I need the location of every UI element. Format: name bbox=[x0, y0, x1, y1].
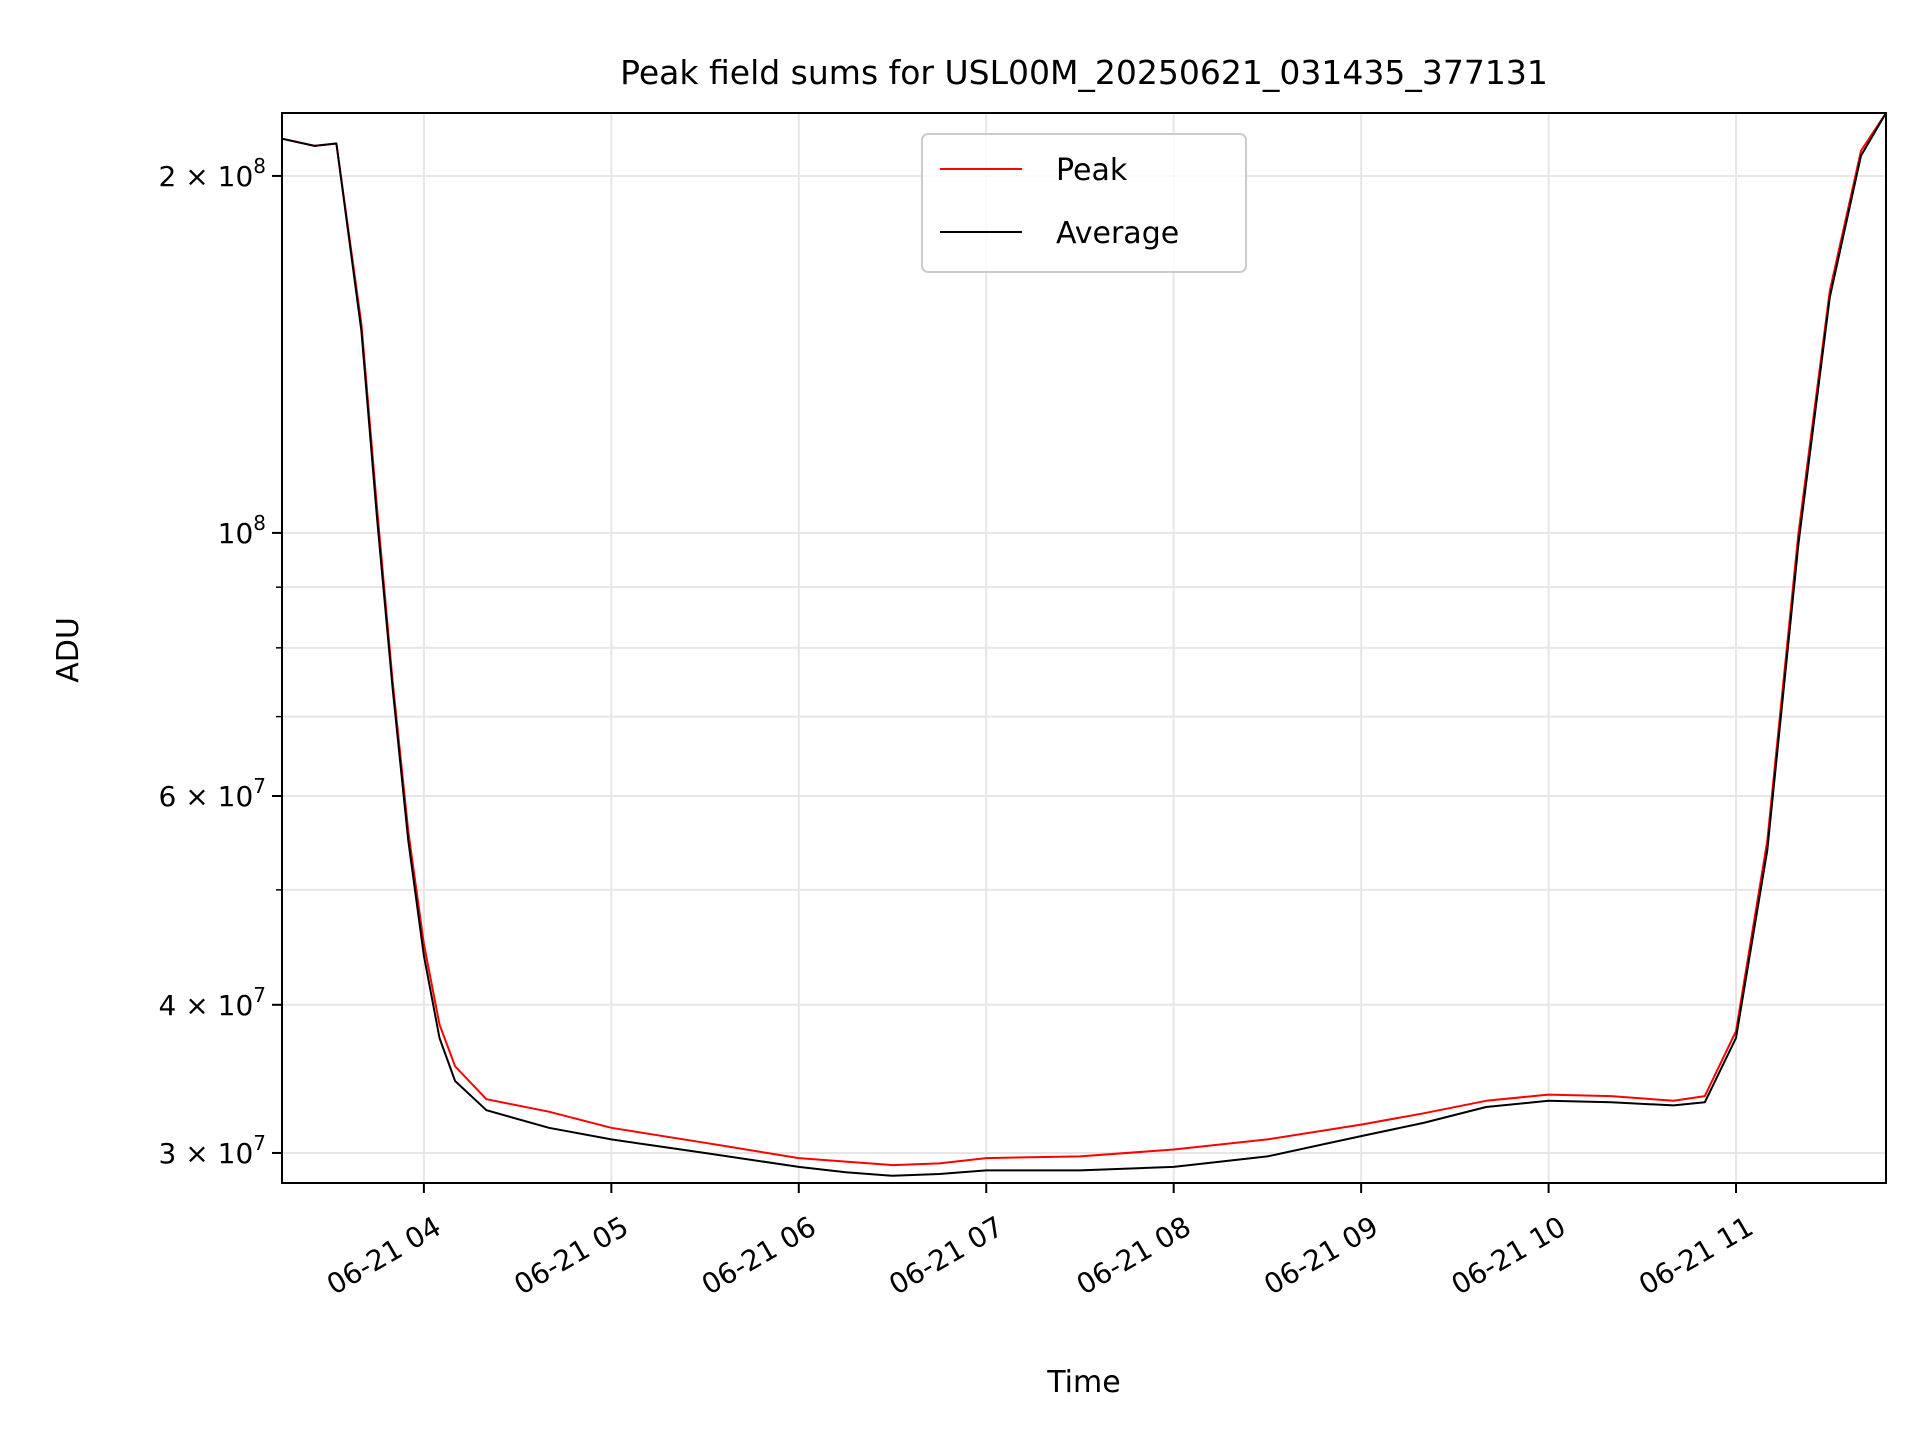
series-line-average bbox=[281, 112, 1887, 1177]
y-tick-label: 6 × 107 bbox=[159, 774, 266, 813]
series-layer bbox=[281, 112, 1887, 1177]
x-axis-label: Time bbox=[1046, 1365, 1120, 1400]
y-axis-label: ADU bbox=[51, 617, 86, 683]
y-axis: 3 × 107 4 × 107 6 × 107 108 2 × 108 bbox=[159, 154, 282, 1170]
legend-label-average: Average bbox=[1056, 216, 1179, 251]
y-tick-label: 3 × 107 bbox=[159, 1131, 266, 1170]
grid bbox=[282, 113, 1886, 1183]
chart-title: Peak field sums for USL00M_20250621_0314… bbox=[620, 53, 1548, 92]
legend-label-peak: Peak bbox=[1056, 153, 1128, 188]
y-tick-label: 4 × 107 bbox=[159, 983, 266, 1022]
y-tick-label: 2 × 108 bbox=[159, 154, 266, 193]
legend: Peak Average bbox=[921, 133, 1247, 273]
y-tick-label: 108 bbox=[218, 511, 266, 550]
